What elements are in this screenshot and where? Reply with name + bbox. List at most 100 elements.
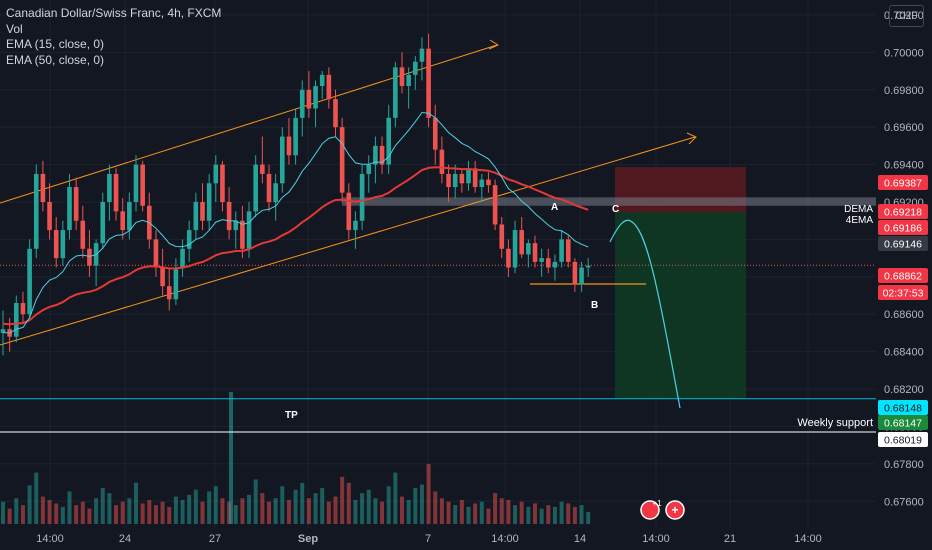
candle-body: [366, 164, 372, 174]
volume-bar: [519, 501, 524, 524]
candle-body: [73, 187, 79, 221]
candle-body: [432, 117, 438, 150]
price-tag-label: 02:37:53: [883, 288, 924, 300]
candle-body: [313, 86, 318, 109]
volume-bar: [94, 498, 99, 524]
candle-body: [406, 74, 411, 87]
resistance-zone: [342, 197, 876, 206]
candle-body: [472, 168, 478, 188]
weekly-support-label: Weekly support: [797, 417, 873, 429]
candle-body: [319, 74, 325, 87]
candle-body: [386, 117, 391, 165]
candle-body: [186, 230, 192, 249]
candle-body: [286, 136, 292, 156]
candle-body: [27, 248, 32, 315]
candle-body: [213, 164, 219, 184]
candle-body: [486, 179, 491, 186]
volume-bar: [333, 496, 338, 524]
volume-bar: [353, 500, 358, 524]
volume-bar: [127, 498, 132, 524]
volume-bar: [552, 506, 557, 524]
event-badge-icon: [640, 500, 660, 520]
candle-body: [565, 239, 571, 262]
price-tick-label: 0.68200: [884, 384, 924, 396]
volume-bar: [453, 505, 458, 524]
candle-body: [499, 224, 505, 249]
volume-bar: [400, 496, 404, 524]
price-tag-label: 0.69186: [884, 223, 922, 235]
volume-bar: [147, 500, 152, 524]
candle-body: [339, 127, 345, 193]
candle-body: [280, 136, 285, 184]
candle-body: [33, 173, 39, 249]
candle-body: [539, 258, 544, 262]
candle-body: [226, 202, 232, 231]
volume-bar: [7, 508, 12, 524]
candle-body: [572, 261, 578, 285]
time-tick-label: 14:00: [36, 533, 64, 545]
price-tag-label: 0.69218: [884, 207, 922, 219]
projection-curve: [609, 219, 681, 409]
candle-body: [419, 48, 425, 62]
volume-bar: [100, 488, 105, 524]
volume-bar: [280, 486, 285, 524]
candle-body: [53, 230, 59, 259]
volume-bar: [27, 485, 32, 524]
volume-bar: [459, 500, 464, 524]
grid: [0, 0, 876, 528]
volume-bar: [579, 505, 584, 524]
price-axis[interactable]: 0.70200 0.70000 0.69800 0.69600 0.69400 0.692…: [876, 0, 932, 550]
time-axis[interactable]: 14:00 24 27 Sep 7 14:00 14 14:00 21 14:00: [0, 528, 876, 550]
volume-bar: [586, 512, 591, 524]
candle-body: [379, 145, 385, 165]
ema50-legend[interactable]: EMA (50, close, 0): [6, 52, 105, 67]
currency-button[interactable]: CHF: [889, 5, 924, 27]
volume-bar: [533, 503, 537, 524]
volume-bar: [433, 491, 438, 524]
channel-lower-line: [0, 136, 696, 346]
price-tick-label: 0.70000: [884, 47, 924, 59]
candle-body: [519, 230, 524, 255]
volume-bar: [34, 472, 39, 524]
candle-body: [373, 145, 378, 165]
price-tick-label: 0.70200: [884, 10, 924, 22]
candle-body: [193, 202, 199, 231]
time-tick-label: Sep: [298, 533, 318, 545]
price-tick-label: 0.69800: [884, 85, 924, 97]
time-tick-label: 14:00: [642, 533, 670, 545]
candle-body: [160, 267, 165, 287]
time-tick-label: 21: [724, 533, 736, 545]
candle-body: [80, 220, 86, 249]
candle-body: [426, 48, 431, 118]
candle-body: [359, 173, 365, 221]
volume-bar: [506, 500, 511, 524]
ema15-legend[interactable]: EMA (15, close, 0): [6, 37, 105, 51]
price-tag: [878, 175, 928, 190]
candle-body: [479, 179, 485, 188]
candle-body: [60, 230, 66, 259]
chart-legend: Canadian Dollar/Swiss Franc, 4h, FXCM Vo…: [6, 6, 221, 68]
candle-body: [87, 248, 92, 266]
volume-bar: [419, 484, 424, 524]
volume-bar: [229, 392, 233, 524]
volume-bar: [247, 494, 252, 524]
volume-bar: [566, 503, 571, 524]
volume-bar: [513, 505, 518, 524]
candle-body: [552, 261, 558, 268]
candle-body: [180, 248, 185, 268]
candle-body: [585, 265, 591, 268]
volume-bar: [273, 498, 278, 524]
time-tick-label: 24: [119, 533, 131, 545]
position-boxes: [342, 167, 876, 399]
candle-body: [546, 258, 551, 268]
volume-bar: [167, 506, 172, 524]
price-tick-label: 0.67800: [884, 459, 924, 471]
symbol-title[interactable]: Canadian Dollar/Swiss Franc, 4h, FXCM: [6, 6, 222, 20]
volume-bar: [14, 498, 19, 524]
volume-bar: [526, 506, 531, 524]
volume-legend[interactable]: Vol: [6, 21, 23, 36]
volume-bar: [473, 503, 478, 524]
volume-bar: [499, 498, 504, 524]
